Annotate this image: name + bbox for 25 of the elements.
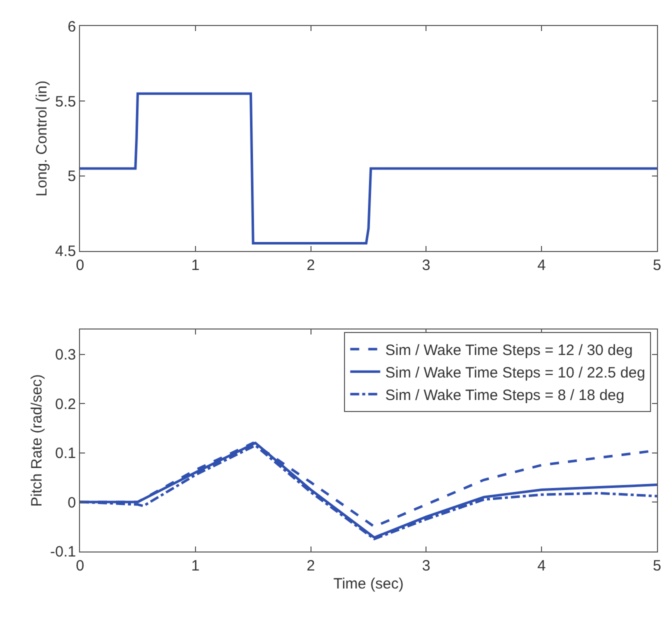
x-tick-label: 4	[537, 557, 546, 574]
x-axis-title: Time (sec)	[333, 575, 404, 592]
y-tick-label: 0.3	[55, 346, 76, 364]
y-tick-label: 0	[68, 494, 76, 512]
x-tick-label: 2	[306, 557, 315, 574]
y-axis-title: Long. Control (in)	[33, 80, 50, 196]
x-tick-label: 3	[422, 256, 430, 274]
y-axis-title: Pitch Rate (rad/sec)	[28, 374, 46, 507]
y-tick-label: 6	[68, 18, 76, 36]
x-tick-label: 5	[652, 557, 662, 574]
legend-label: Sim / Wake Time Steps = 8 / 18 deg	[385, 387, 624, 404]
x-tick-label: 5	[652, 256, 662, 274]
x-tick-label: 1	[191, 256, 200, 274]
y-tick-label: 5	[68, 168, 76, 186]
x-tick-label: 4	[537, 256, 546, 274]
y-tick-label: 4.5	[55, 243, 76, 260]
legend-label: Sim / Wake Time Steps = 10 / 22.5 deg	[385, 364, 646, 382]
y-tick-label: 0.1	[55, 445, 76, 462]
x-tick-label: 2	[306, 256, 315, 274]
y-tick-label: 5.5	[55, 93, 76, 110]
x-tick-label: 1	[191, 557, 200, 574]
legend-label: Sim / Wake Time Steps = 12 / 30 deg	[385, 342, 633, 360]
y-tick-label: -0.1	[50, 544, 76, 561]
y-tick-label: 0.2	[55, 396, 76, 413]
x-tick-label: 3	[422, 557, 430, 574]
